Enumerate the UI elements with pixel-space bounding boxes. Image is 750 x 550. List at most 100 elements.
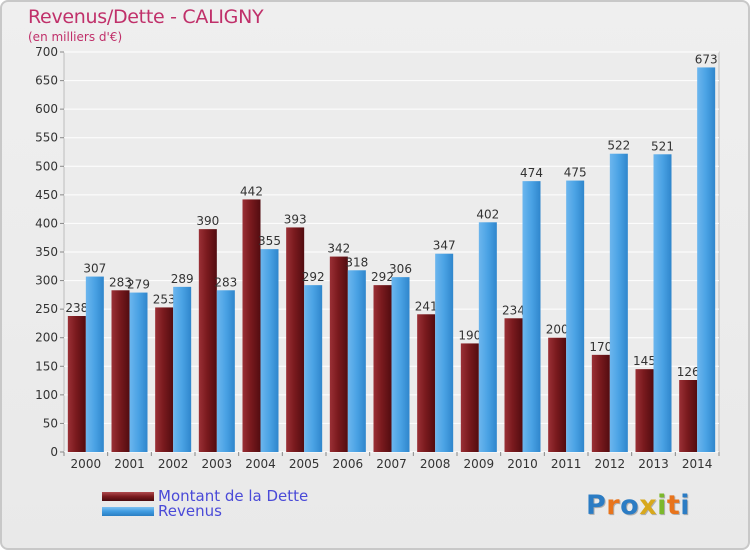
data-label-debt: 283 (109, 275, 132, 289)
legend-swatch-debt (102, 491, 154, 501)
bar-revenue (129, 292, 148, 452)
data-label-debt: 234 (502, 303, 525, 317)
y-tick-label: 650 (35, 74, 58, 88)
bar-revenue (697, 67, 716, 452)
bar-debt (635, 369, 654, 452)
proxiti-logo: Proxiti (586, 490, 690, 521)
data-label-revenue: 318 (345, 255, 368, 269)
data-label-revenue: 289 (171, 272, 194, 286)
y-tick-label: 700 (35, 45, 58, 59)
x-tick-label: 2012 (595, 457, 626, 471)
x-tick-label: 2005 (289, 457, 320, 471)
data-label-revenue: 673 (695, 52, 718, 66)
bar-revenue (173, 286, 192, 452)
x-tick-label: 2013 (638, 457, 669, 471)
bar-revenue (522, 181, 541, 452)
logo-letter: t (666, 490, 681, 521)
legend-swatch-revenue (102, 506, 154, 516)
data-label-revenue: 521 (651, 139, 674, 153)
bar-debt (111, 290, 130, 452)
legend-item-debt: Montant de la Dette (102, 487, 309, 505)
y-tick-label: 100 (35, 388, 58, 402)
x-tick-label: 2006 (333, 457, 364, 471)
bar-debt (67, 316, 86, 452)
y-tick-label: 250 (35, 302, 58, 316)
x-tick-label: 2009 (464, 457, 495, 471)
legend-label-debt: Montant de la Dette (158, 487, 309, 505)
data-label-debt: 253 (153, 292, 176, 306)
y-tick-label: 400 (35, 216, 58, 230)
data-label-debt: 238 (65, 301, 88, 315)
x-tick-label: 2002 (158, 457, 189, 471)
y-tick-label: 0 (50, 445, 58, 459)
data-label-revenue: 522 (607, 139, 630, 153)
data-label-debt: 126 (677, 365, 700, 379)
x-tick-label: 2003 (202, 457, 233, 471)
bar-debt (591, 354, 610, 452)
logo-letter: o (620, 490, 640, 521)
bar-debt (679, 380, 698, 452)
legend-label-revenue: Revenus (158, 502, 222, 520)
bar-debt (286, 227, 305, 452)
bar-revenue (216, 290, 235, 452)
data-label-debt: 241 (415, 299, 438, 313)
y-tick-label: 150 (35, 359, 58, 373)
data-label-debt: 200 (546, 323, 569, 337)
y-tick-label: 350 (35, 245, 58, 259)
bar-debt (417, 314, 436, 452)
bar-debt (329, 256, 348, 452)
bar-debt (460, 343, 479, 452)
y-tick-label: 50 (43, 416, 58, 430)
bar-revenue (653, 154, 672, 453)
logo-letter: i (657, 490, 667, 521)
data-label-debt: 292 (371, 270, 394, 284)
bar-revenue (566, 180, 585, 453)
logo-letter: i (680, 490, 691, 521)
x-tick-label: 2014 (682, 457, 713, 471)
data-label-revenue: 474 (520, 166, 543, 180)
x-tick-label: 2008 (420, 457, 451, 471)
y-tick-label: 450 (35, 188, 58, 202)
data-label-revenue: 307 (83, 262, 106, 276)
data-label-revenue: 475 (564, 166, 587, 180)
data-label-debt: 442 (240, 184, 263, 198)
data-label-debt: 170 (589, 340, 612, 354)
data-label-revenue: 306 (389, 262, 412, 276)
data-label-revenue: 402 (476, 207, 499, 221)
bar-revenue (609, 153, 628, 452)
logo-letter: x (639, 490, 658, 521)
x-tick-label: 2000 (71, 457, 102, 471)
bar-debt (242, 199, 261, 452)
y-tick-label: 600 (35, 102, 58, 116)
bar-revenue (391, 277, 410, 452)
y-tick-label: 200 (35, 331, 58, 345)
bar-debt (548, 337, 567, 452)
y-tick-label: 300 (35, 274, 58, 288)
logo-letter: P (586, 490, 607, 521)
bar-debt (198, 229, 217, 452)
data-label-debt: 390 (196, 214, 219, 228)
x-tick-label: 2001 (114, 457, 145, 471)
data-label-debt: 190 (458, 328, 481, 342)
bar-debt (373, 285, 392, 452)
legend-item-revenue: Revenus (102, 502, 222, 520)
x-tick-label: 2010 (507, 457, 538, 471)
x-tick-label: 2011 (551, 457, 582, 471)
chart-subtitle: (en milliers d'€) (28, 30, 123, 44)
bar-revenue (85, 276, 104, 452)
bar-revenue (478, 222, 497, 452)
data-label-revenue: 279 (127, 278, 150, 292)
bar-debt (155, 307, 174, 452)
data-label-debt: 393 (284, 212, 307, 226)
data-label-revenue: 292 (302, 270, 325, 284)
bar-revenue (260, 249, 279, 452)
data-label-revenue: 283 (214, 275, 237, 289)
bar-revenue (435, 253, 454, 452)
x-tick-label: 2007 (376, 457, 407, 471)
bar-revenue (347, 270, 366, 452)
logo-letter: r (606, 490, 621, 521)
x-tick-label: 2004 (245, 457, 276, 471)
data-label-debt: 145 (633, 354, 656, 368)
